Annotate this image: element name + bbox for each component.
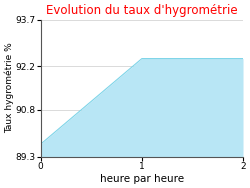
Y-axis label: Taux hygrométrie %: Taux hygrométrie % [4,43,14,133]
X-axis label: heure par heure: heure par heure [100,174,184,184]
Title: Evolution du taux d'hygrométrie: Evolution du taux d'hygrométrie [46,4,238,17]
